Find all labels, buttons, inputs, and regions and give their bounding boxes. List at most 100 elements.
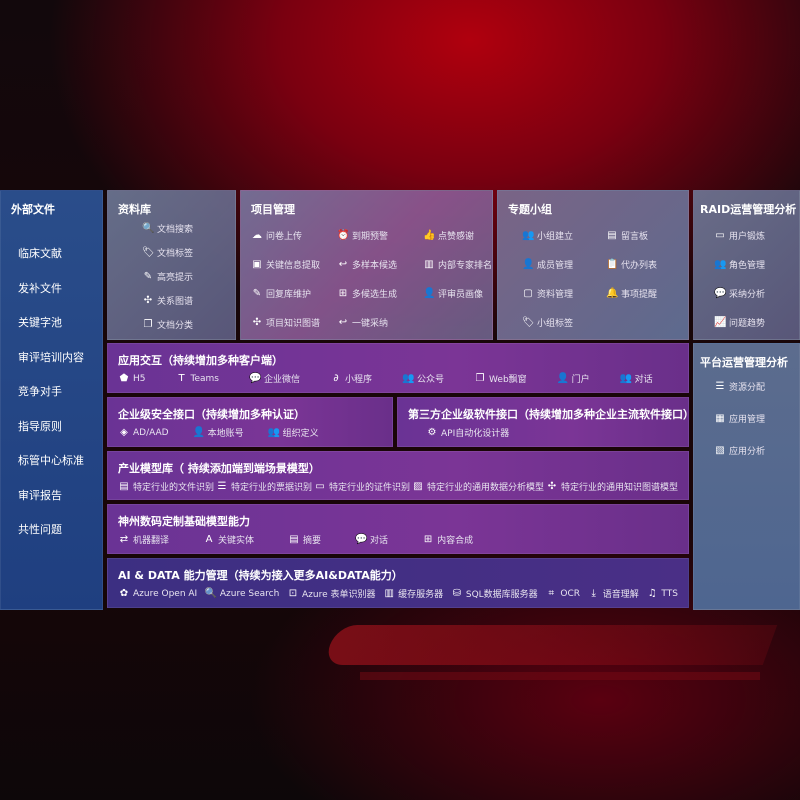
feature-item[interactable]: ↩ 多样本候选 [337, 258, 397, 271]
feature-item[interactable]: ✣ 关系图谱 [142, 294, 193, 307]
feature-item[interactable]: 👥 公众号 [402, 372, 444, 385]
speech-icon: ⤓ [591, 588, 596, 599]
feature-item[interactable]: ⇄ 机器翻译 [118, 533, 169, 546]
feature-item[interactable]: ❐ Web飘窗 [474, 372, 527, 385]
decorative-shape [322, 625, 778, 665]
alarm-icon: ⏰ [337, 230, 350, 241]
third-party-panel: 第三方企业级软件接口（持续增加多种企业主流软件接口） ⚙ API自动化设计器 [397, 397, 694, 447]
feature-item[interactable]: ▢ 资料管理 [522, 287, 573, 300]
user-icon: 👤 [423, 288, 436, 299]
feature-label: 内部专家排名 [438, 261, 493, 271]
thumbs-up-icon: 👍 [423, 230, 436, 241]
feature-label: Web飘窗 [489, 375, 527, 385]
panel-title: AI & DATA 能力管理（持续为接入更多AI&DATA能力） [118, 569, 403, 582]
feature-label: 应用管理 [729, 415, 766, 425]
feature-item[interactable]: ▧ 应用分析 [714, 444, 765, 457]
bell-icon: 🔔 [606, 288, 619, 299]
feature-item[interactable]: ▤ 留言板 [606, 229, 648, 242]
feature-item[interactable]: 💬 对话 [355, 533, 388, 546]
feature-item[interactable]: ▤ 特定行业的文件识别 [118, 480, 214, 493]
feature-item[interactable]: ♫ TTS [646, 587, 678, 600]
feature-item[interactable]: ▭ 用户锻炼 [714, 229, 765, 242]
external-file-item[interactable]: 审评报告 [18, 488, 62, 502]
external-files-panel: 外部文件 临床文献 发补文件 关键字池 审评培训内容 竞争对手 指导原则 标管中心标准 审评报… [0, 190, 103, 610]
external-file-item[interactable]: 发补文件 [18, 281, 62, 295]
feature-item[interactable]: ⤓ 语音理解 [588, 587, 638, 600]
graph-icon: ✣ [143, 295, 153, 306]
external-file-item[interactable]: 竞争对手 [18, 385, 62, 398]
feature-item[interactable]: ⬟ H5 [118, 372, 146, 385]
feature-label: SQL数据库服务器 [465, 590, 538, 600]
feature-item[interactable]: 👥 组织定义 [268, 426, 319, 439]
external-file-item[interactable]: 指导原则 [18, 419, 62, 433]
panel-title: 应用交互（持续增加多种客户端） [118, 354, 283, 367]
feature-item[interactable]: 🔍 文档搜索 [142, 222, 193, 235]
feature-item[interactable]: ✎ 高亮提示 [142, 270, 193, 283]
feature-item[interactable]: 👍 点赞感谢 [423, 229, 474, 242]
feature-label: 特定行业的文件识别 [133, 483, 215, 493]
external-file-item[interactable]: 标管中心标准 [18, 454, 84, 467]
feature-item[interactable]: ▨ 特定行业的通用数据分析模型 [412, 480, 544, 493]
feature-item[interactable]: 👤 门户 [557, 372, 590, 385]
edit-icon: ✎ [252, 288, 262, 299]
feature-item[interactable]: 🔔 事项提醒 [606, 287, 657, 300]
users-icon: 👥 [522, 230, 535, 241]
feature-item[interactable]: 🏷 文档标签 [142, 246, 193, 259]
feature-item[interactable]: ✣ 项目知识图谱 [251, 316, 320, 329]
feature-item[interactable]: ⛁ SQL数据库服务器 [451, 587, 538, 600]
feature-item[interactable]: ✣ 特定行业的通用知识图谱模型 [546, 480, 678, 493]
feature-item[interactable]: ▤ 摘要 [288, 533, 321, 546]
feature-item[interactable]: A 关键实体 [203, 533, 254, 546]
feature-item[interactable]: 📈 问题趋势 [714, 316, 765, 329]
feature-item[interactable]: ✿ Azure Open AI [118, 587, 197, 600]
feature-item[interactable]: 🔍 Azure Search [205, 587, 279, 600]
feature-label: 公众号 [417, 375, 445, 385]
feature-item[interactable]: ❐ 文档分类 [142, 318, 194, 331]
external-file-item[interactable]: 关键字池 [18, 316, 62, 329]
feature-item[interactable]: 🏷 小组标签 [522, 316, 573, 329]
feature-item[interactable]: ⌗ OCR [545, 587, 580, 600]
feature-item[interactable]: 💬 企业微信 [249, 372, 300, 385]
feature-item[interactable]: ✎ 回复库维护 [251, 287, 311, 300]
feature-item[interactable]: ⏰ 到期预警 [337, 229, 388, 242]
feature-item[interactable]: ∂ 小程序 [330, 372, 372, 385]
feature-item[interactable]: ☁ 问卷上传 [251, 229, 302, 242]
feature-item[interactable]: ☰ 特定行业的票据识别 [216, 480, 313, 493]
doc-search-icon: 🔍 [142, 223, 155, 234]
feature-label: 对话 [634, 375, 653, 385]
external-file-item[interactable]: 审评培训内容 [18, 350, 84, 364]
feature-item[interactable]: T Teams [176, 372, 219, 385]
feature-item[interactable]: ⊞ 多候选生成 [337, 287, 397, 300]
wechat-icon: 💬 [248, 373, 262, 384]
feature-item[interactable]: ▣ 关键信息提取 [251, 258, 320, 271]
feature-item[interactable]: 👥 对话 [620, 372, 653, 385]
feature-item[interactable]: ▥ 缓存服务器 [383, 587, 443, 600]
feature-item[interactable]: ▦ 应用管理 [714, 412, 765, 425]
feature-item[interactable]: 👥 角色管理 [714, 258, 765, 271]
feature-item[interactable]: 👤 评审员画像 [423, 287, 483, 300]
feature-item[interactable]: 📋 代办列表 [606, 258, 657, 271]
feature-item[interactable]: ↩ 一键采纳 [337, 316, 388, 329]
feature-item[interactable]: ⊡ Azure 表单识别器 [287, 587, 376, 600]
feature-item[interactable]: ☰ 资源分配 [714, 380, 766, 393]
feature-item[interactable]: 👥 小组建立 [522, 229, 573, 242]
summary-icon: ▤ [289, 534, 299, 545]
feature-label: 资料管理 [537, 290, 574, 300]
panel-title: 产业模型库（ 持续添加端到端场景模型） [118, 462, 320, 475]
feature-label: 缓存服务器 [398, 590, 444, 600]
feature-item[interactable]: ⚙ API自动化设计器 [426, 426, 510, 439]
feature-item[interactable]: ▭ 特定行业的证件识别 [314, 480, 410, 493]
feature-item[interactable]: 👤 本地账号 [193, 426, 244, 439]
feature-label: 多样本候选 [352, 261, 398, 271]
external-file-item[interactable]: 共性问题 [18, 523, 62, 536]
feature-item[interactable]: ⊞ 内容合成 [422, 533, 473, 546]
feature-item[interactable]: 💬 采纳分析 [714, 287, 765, 300]
diamond-icon: ◈ [120, 427, 128, 438]
feature-item[interactable]: 👤 成员管理 [522, 258, 573, 271]
cache-icon: ▥ [384, 588, 394, 599]
external-file-item[interactable]: 临床文献 [18, 247, 62, 260]
puzzle-icon: ⊞ [338, 288, 348, 299]
feature-item[interactable]: ▥ 内部专家排名 [423, 258, 492, 271]
add-user-icon: 👤 [522, 259, 535, 270]
feature-item[interactable]: ◈ AD/AAD [118, 426, 168, 439]
